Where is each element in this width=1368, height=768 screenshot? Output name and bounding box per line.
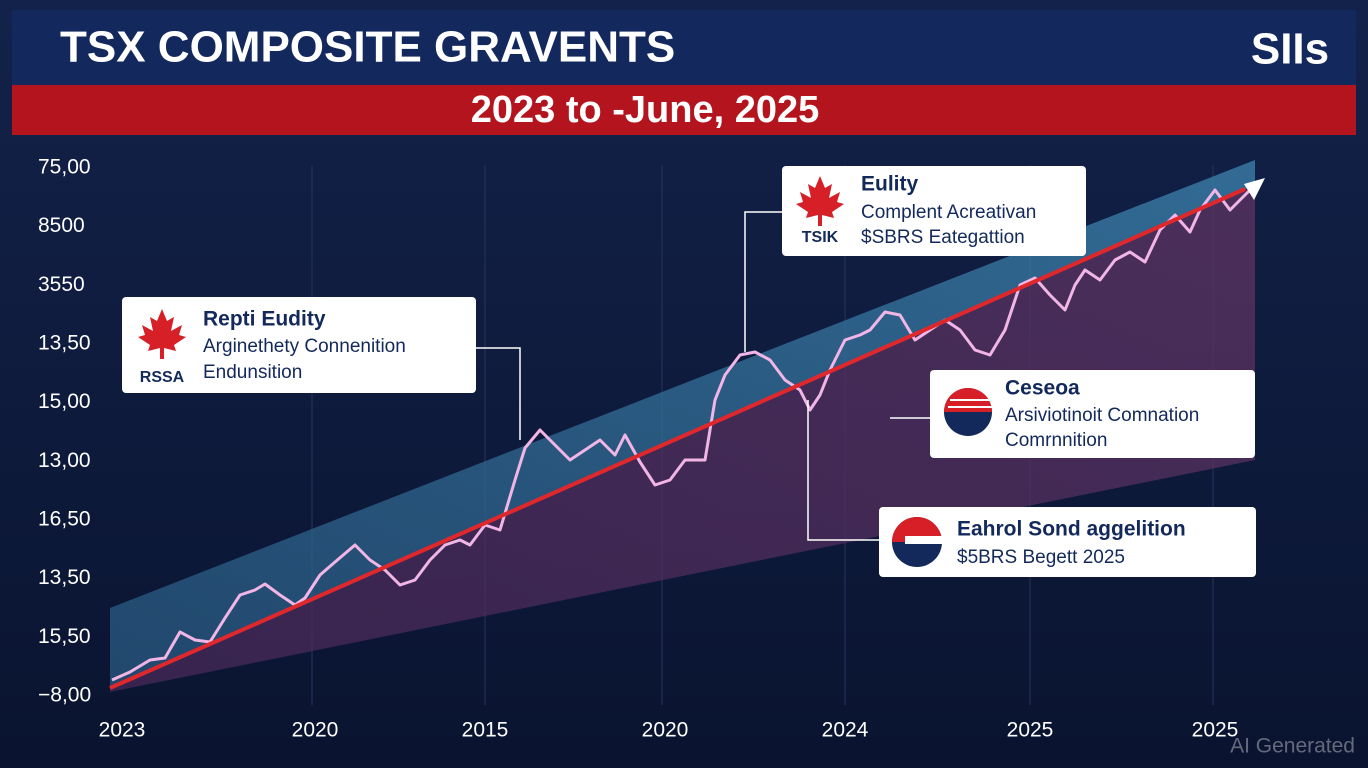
callout-text: Arginethety Connenition [203, 336, 406, 357]
y-axis-label: 16,50 [38, 508, 91, 531]
x-axis-label: 2025 [1192, 719, 1239, 742]
callout-text: $SBRS Eategattion [861, 227, 1025, 248]
y-axis-label: 13,50 [38, 566, 91, 589]
y-axis-label: 8500 [38, 214, 85, 237]
callout-text: Comrnnition [1005, 430, 1107, 451]
upper-band [110, 160, 1255, 688]
x-axis-label: 2023 [99, 719, 146, 742]
callout-text: Endunsition [203, 362, 302, 383]
subtitle-bar [12, 85, 1356, 135]
x-axis-label: 2020 [292, 719, 339, 742]
y-axis-label: 3550 [38, 273, 85, 296]
y-axis-label: 75,00 [38, 156, 91, 179]
callout-title: Eahrol Sond aggelition [957, 518, 1186, 541]
connector [807, 400, 879, 541]
subtitle: 2023 to -June, 2025 [471, 89, 820, 131]
y-axis-label: 15,50 [38, 625, 91, 648]
title-bar [12, 10, 1356, 85]
callout: Ceseoa Arsiviotinoit Comnation Comrnniti… [930, 370, 1255, 458]
callout-badge: RSSA [140, 369, 185, 386]
index-line [111, 183, 1257, 682]
trend-line [109, 187, 1246, 690]
callout: RSSA Repti Eudity Arginethety Connenitio… [122, 297, 476, 393]
y-axis-label: 13,00 [38, 449, 91, 472]
callout-badge: TSIK [802, 229, 839, 246]
connector [476, 347, 521, 440]
callout: TSIK Eulity Complent Acreativan $SBRS Ea… [782, 166, 1086, 256]
x-axis-label: 2020 [642, 719, 689, 742]
callout-text: $5BRS Begett 2025 [957, 547, 1125, 568]
callout-title: Ceseoa [1005, 377, 1080, 400]
x-axis-label: 2024 [822, 719, 869, 742]
y-axis-label: 13,50 [38, 332, 91, 355]
callout-title: Repti Eudity [203, 308, 326, 331]
y-axis-label: −8,00 [38, 684, 91, 707]
callout-text: Complent Acreativan [861, 202, 1036, 223]
arrow-head [1244, 178, 1265, 200]
callout-title: Eulity [861, 173, 918, 196]
callout: Eahrol Sond aggelition $5BRS Begett 2025 [879, 507, 1256, 577]
x-axis: 2023 2020 2015 2020 2024 2025 2025 [99, 719, 1239, 742]
logo: SIIs [1251, 25, 1329, 74]
x-axis-label: 2025 [1007, 719, 1054, 742]
connector [744, 211, 782, 352]
y-axis-label: 15,00 [38, 390, 91, 413]
x-axis-label: 2015 [462, 719, 509, 742]
callout-text: Arsiviotinoit Comnation [1005, 405, 1199, 426]
y-axis: 75,00 8500 3550 13,50 15,00 13,00 16,50 13,50 15… [38, 156, 91, 707]
title: TSX COMPOSITE GRAVENTS [60, 23, 675, 72]
watermark: AI Generated [1230, 735, 1355, 758]
